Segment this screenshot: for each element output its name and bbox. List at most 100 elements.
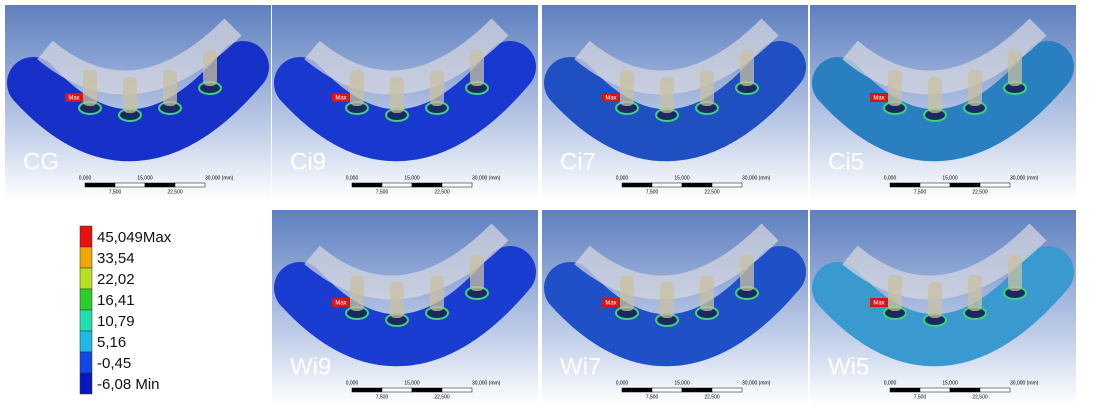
scale-segment [382,183,412,187]
scale-label: 15,000 [942,175,958,181]
scale-segment [682,183,712,187]
scale-label: 7,500 [109,189,122,195]
scale-segment [920,388,950,392]
legend-label: 22,02 [97,271,135,288]
figure: 45,049Max33,5422,0216,4110,795,16-0,45-6… [0,0,1104,406]
scale-segment [145,183,175,187]
scale-label: 30,000 (mm) [742,380,771,386]
scale-label: 30,000 (mm) [1010,380,1039,386]
scale-label: 15,000 [674,380,690,386]
implant [390,282,404,318]
scale-label: 0,000 [616,175,629,181]
scale-label: 15,000 [404,175,420,181]
implant [888,275,902,311]
scale-label: 0,000 [616,380,629,386]
scale-label: 7,500 [376,394,389,400]
scale-label: 15,000 [942,380,958,386]
legend-swatch [80,268,92,289]
panel: MaxCi50,00015,00030,000 (mm)7,50022,500 [810,5,1076,200]
implant [620,275,634,311]
scale-segment [712,183,742,187]
scale-label: 30,000 (mm) [742,175,771,181]
scale-label: 15,000 [674,175,690,181]
max-tag: Max [870,93,888,102]
implant [430,275,444,311]
scale-segment [890,388,920,392]
scale-segment [980,183,1010,187]
implant [968,70,982,106]
legend-label: 10,79 [97,313,135,330]
max-tag: Max [65,93,83,102]
scale-segment [950,183,980,187]
scale-label: 22,500 [704,394,720,400]
scale-segment [980,388,1010,392]
implant [660,282,674,318]
panel: MaxCi90,00015,00030,000 (mm)7,50022,500 [272,5,538,200]
scale-segment [442,183,472,187]
scale-segment [652,183,682,187]
scale-label: 15,000 [137,175,153,181]
scale-label: 22,500 [434,189,450,195]
panel: MaxWi90,00015,00030,000 (mm)7,50022,500 [272,210,538,405]
panel-label: Ci7 [560,148,596,175]
legend-label: 45,049Max [97,229,172,246]
implant [350,70,364,106]
max-tag-label: Max [335,301,346,307]
implant [700,275,714,311]
panel: MaxCG0,00015,00030,000 (mm)7,50022,500 [5,5,271,200]
scale-segment [412,388,442,392]
legend-label: 16,41 [97,292,135,309]
scale-label: 0,000 [884,175,897,181]
implant [470,255,484,291]
max-tag-label: Max [335,96,346,102]
max-tag-label: Max [605,96,616,102]
legend-swatch [80,310,92,331]
scale-segment [920,183,950,187]
scale-segment [442,388,472,392]
implant [123,77,137,113]
scale-segment [352,388,382,392]
implant [740,50,754,86]
legend-label: 5,16 [97,334,126,351]
legend-label: -0,45 [97,355,131,372]
scale-label: 7,500 [914,189,927,195]
scale-label: 15,000 [404,380,420,386]
scale-label: 22,500 [167,189,183,195]
scale-segment [682,388,712,392]
implant [968,275,982,311]
legend: 45,049Max33,5422,0216,4110,795,16-0,45-6… [80,226,172,394]
scale-label: 30,000 (mm) [472,380,501,386]
scale-label: 7,500 [646,189,659,195]
implant [660,77,674,113]
implant [928,282,942,318]
panel: Max Ci7 0,000 15,000 30,000 (mm) 7,500 22,500 [542,5,808,200]
max-tag-label: Max [605,301,616,307]
max-tag-label: Max [68,96,79,102]
scale-label: 30,000 (mm) [472,175,501,181]
scale-label: 7,500 [914,394,927,400]
panel-label: Wi9 [290,353,331,380]
legend-swatch [80,289,92,310]
max-tag: Max [602,298,620,307]
implant [390,77,404,113]
max-tag-label: Max [873,96,884,102]
scale-segment [412,183,442,187]
scale-segment [382,388,412,392]
max-tag: Max [870,298,888,307]
scale-label: 22,500 [972,394,988,400]
scale-label: 30,000 (mm) [1010,175,1039,181]
scale-label: 22,500 [704,189,720,195]
scale-label: 0,000 [346,175,359,181]
implant [1008,50,1022,86]
implant [888,70,902,106]
panel-label: CG [23,148,59,175]
scale-segment [890,183,920,187]
scale-segment [352,183,382,187]
scale-segment [622,388,652,392]
max-tag-label: Max [873,301,884,307]
implant [350,275,364,311]
implant [928,77,942,113]
implant [1008,255,1022,291]
scale-label: 7,500 [376,189,389,195]
legend-swatch [80,331,92,352]
